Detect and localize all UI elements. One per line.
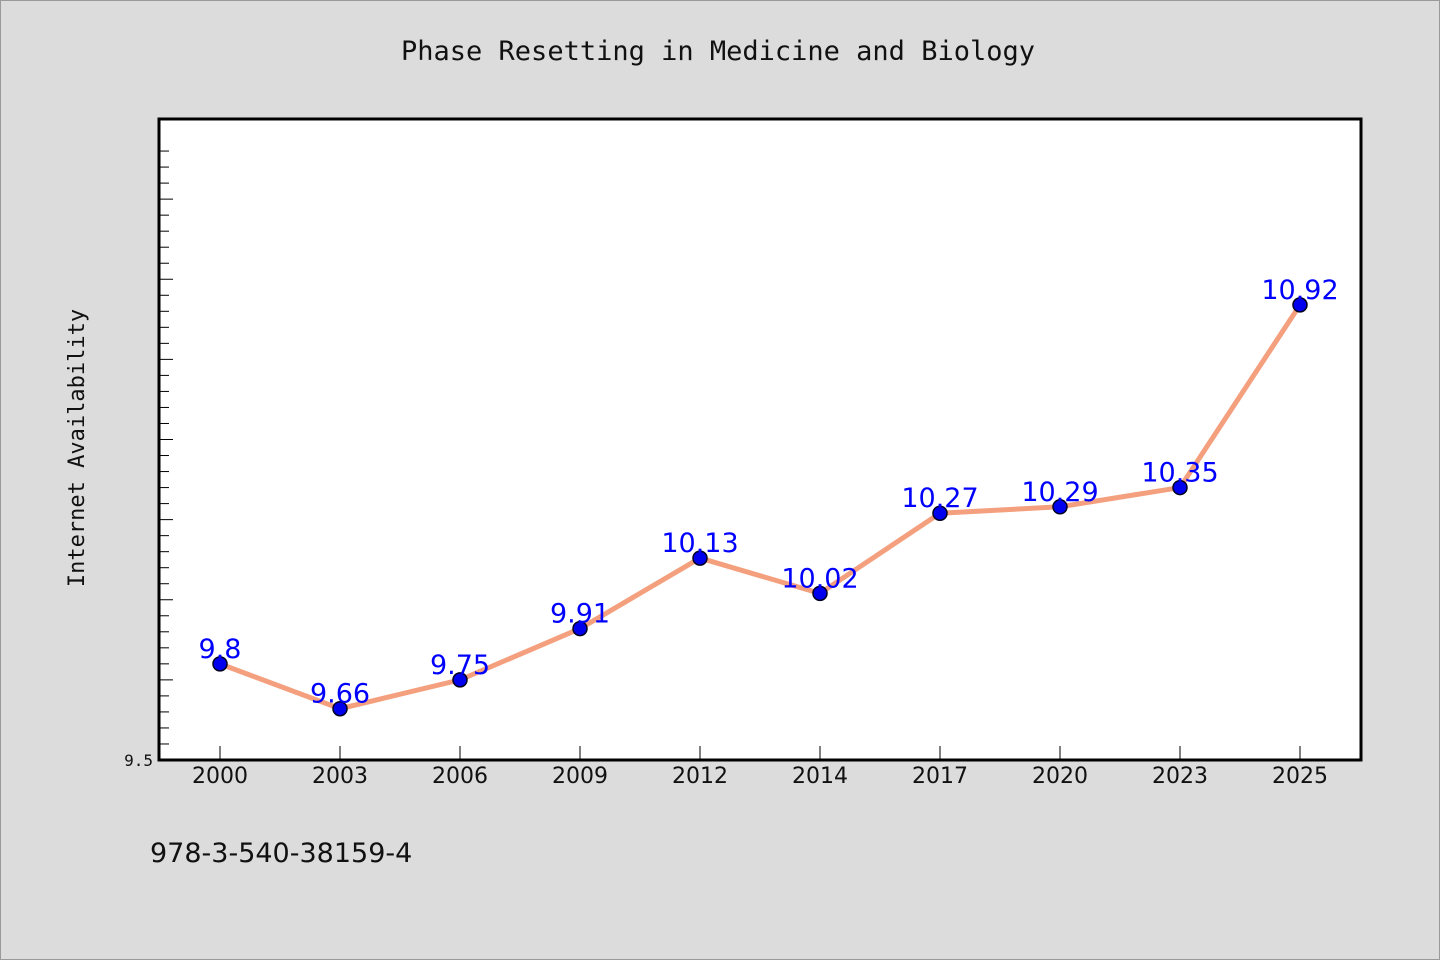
x-tick-label: 2000 bbox=[192, 764, 248, 789]
data-point bbox=[692, 550, 708, 566]
x-tick-label: 2003 bbox=[312, 764, 368, 789]
x-axis-ticks: 2000 2003 2006 2009 2012 2014 2017 2020 2023 2025 bbox=[192, 746, 1328, 789]
data-point bbox=[1172, 479, 1188, 496]
x-tick-label: 2006 bbox=[432, 764, 488, 789]
data-point bbox=[932, 505, 948, 521]
x-tick-label: 2020 bbox=[1032, 764, 1088, 789]
data-label: 10.29 bbox=[1021, 477, 1098, 508]
y-axis-ticks: 9.5 bbox=[124, 150, 173, 770]
x-tick-label: 2023 bbox=[1152, 764, 1208, 789]
data-label: 10.92 bbox=[1261, 275, 1338, 306]
data-label: 10.13 bbox=[661, 528, 738, 559]
data-label: 9.75 bbox=[430, 650, 490, 681]
chart-title: Phase Resetting in Medicine and Biology bbox=[401, 36, 1035, 67]
data-point bbox=[452, 672, 468, 688]
data-point bbox=[1292, 297, 1308, 313]
data-point bbox=[572, 620, 588, 637]
data-point bbox=[812, 585, 828, 602]
y-axis-label: Internet Availability bbox=[65, 309, 90, 587]
series-line bbox=[217, 302, 1303, 712]
data-label: 10.35 bbox=[1141, 458, 1218, 489]
data-point bbox=[332, 700, 348, 717]
isbn-label: 978-3-540-38159-4 bbox=[150, 838, 412, 869]
data-label: 9.66 bbox=[310, 679, 370, 710]
x-tick-label: 2025 bbox=[1272, 764, 1328, 789]
x-tick-label: 2017 bbox=[912, 764, 968, 789]
x-tick-label: 2012 bbox=[672, 764, 728, 789]
data-label: 10.27 bbox=[901, 483, 978, 514]
x-tick-label: 2009 bbox=[552, 764, 608, 789]
data-label: 10.02 bbox=[781, 563, 858, 594]
x-tick-label: 2014 bbox=[792, 764, 848, 789]
data-label: 9.8 bbox=[199, 634, 242, 665]
data-point bbox=[212, 656, 228, 672]
series-line-group: 9.8 9.66 9.75 9.91 10.13 10.02 10.27 10.29 10.35… bbox=[199, 275, 1339, 717]
data-label: 9.91 bbox=[550, 599, 610, 630]
y-tick-label: 9.5 bbox=[124, 751, 153, 770]
plot-area bbox=[157, 117, 1363, 762]
data-point bbox=[1052, 499, 1068, 515]
